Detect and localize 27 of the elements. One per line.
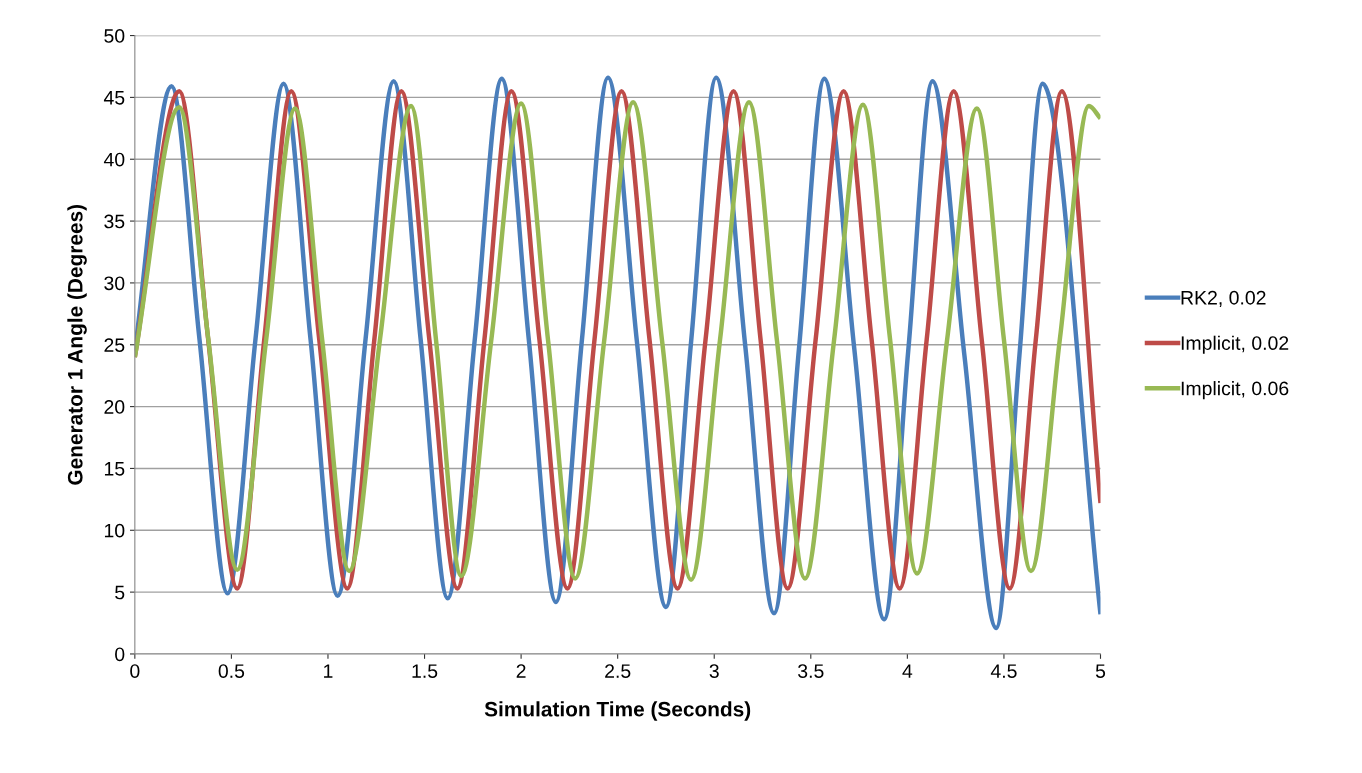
y-tick-label: 5 xyxy=(115,585,125,600)
legend-label: RK2, 0.02 xyxy=(1181,290,1266,307)
legend-label: Implicit, 0.02 xyxy=(1181,335,1289,354)
x-tick-label: 3.5 xyxy=(798,664,824,678)
y-axis-title: Generator 1 Angle (Degrees) xyxy=(67,204,87,485)
x-axis-title: Simulation Time (Seconds) xyxy=(484,701,751,721)
y-tick-label: 40 xyxy=(103,152,125,167)
y-tick-label: 25 xyxy=(104,338,125,352)
y-tick-label: 35 xyxy=(104,214,125,229)
legend-label: Implicit, 0.06 xyxy=(1181,381,1289,400)
y-tick-label: 45 xyxy=(103,91,125,105)
y-tick-label: 30 xyxy=(104,276,125,291)
x-tick-label: 3 xyxy=(709,664,719,678)
x-tick-label: 0 xyxy=(130,664,140,678)
y-tick-label: 15 xyxy=(104,462,125,476)
x-tick-label: 5 xyxy=(1095,664,1106,678)
y-tick-label: 0 xyxy=(115,647,125,662)
x-tick-label: 0.5 xyxy=(218,664,245,678)
x-tick-label: 4 xyxy=(902,664,913,678)
y-tick-label: 20 xyxy=(104,400,125,414)
y-tick-label: 10 xyxy=(104,523,125,538)
x-tick-label: 2 xyxy=(516,664,526,678)
x-tick-label: 1 xyxy=(324,664,333,678)
x-tick-label: 4.5 xyxy=(990,664,1017,678)
y-tick-label: 50 xyxy=(104,29,125,43)
x-tick-label: 1.5 xyxy=(412,664,438,678)
x-tick-label: 2.5 xyxy=(605,664,631,678)
